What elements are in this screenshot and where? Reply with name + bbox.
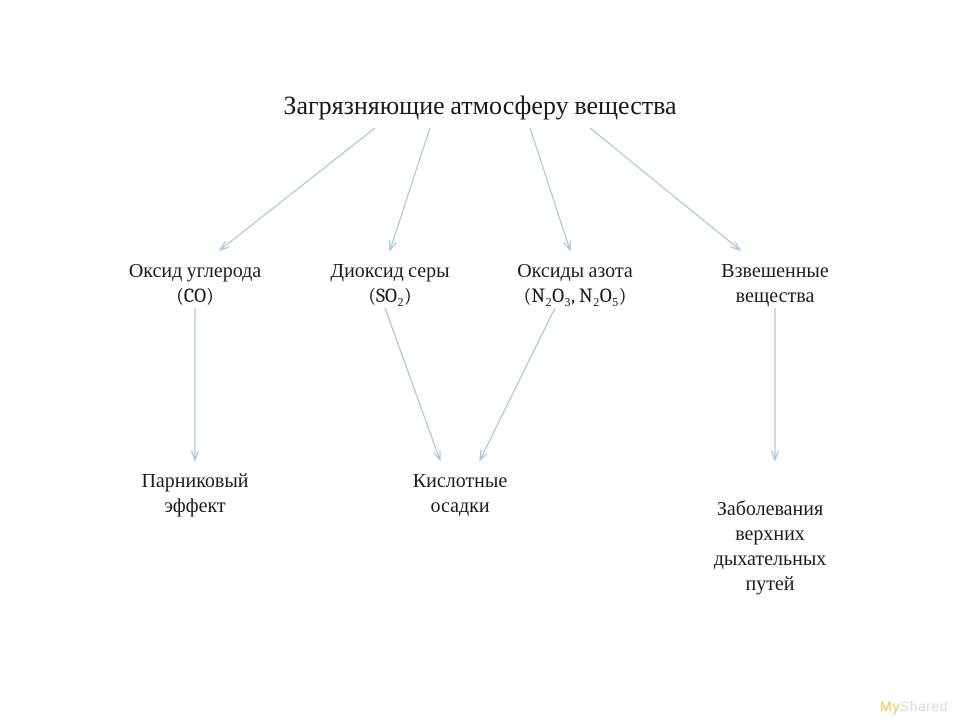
diagram-node-nox: Оксиды азота (N₂O₃, N₂O₅) bbox=[465, 258, 685, 308]
diagram-node-co: Оксид углерода (CO) bbox=[85, 258, 305, 308]
diagram-edge-3 bbox=[590, 128, 740, 250]
diagram-edge-6 bbox=[480, 308, 555, 460]
diagram-node-acid: Кислотные осадки bbox=[350, 468, 570, 518]
watermark-suffix: Shared bbox=[900, 698, 948, 714]
diagram-edge-5 bbox=[385, 308, 440, 460]
diagram-edge-2 bbox=[530, 128, 570, 250]
watermark-prefix: My bbox=[880, 698, 900, 714]
diagram-edge-1 bbox=[390, 128, 430, 250]
diagram-node-root: Загрязняющие атмосферу вещества bbox=[200, 90, 760, 123]
diagram-edge-0 bbox=[220, 128, 375, 250]
diagram-node-so2: Диоксид серы (SO₂) bbox=[290, 258, 490, 308]
diagram-node-green: Парниковый эффект bbox=[85, 468, 305, 518]
diagram-node-pm: Взвешенные вещества bbox=[675, 258, 875, 308]
watermark: MyShared bbox=[880, 698, 948, 714]
diagram-node-disease: Заболевания верхних дыхательных путей bbox=[660, 496, 880, 596]
